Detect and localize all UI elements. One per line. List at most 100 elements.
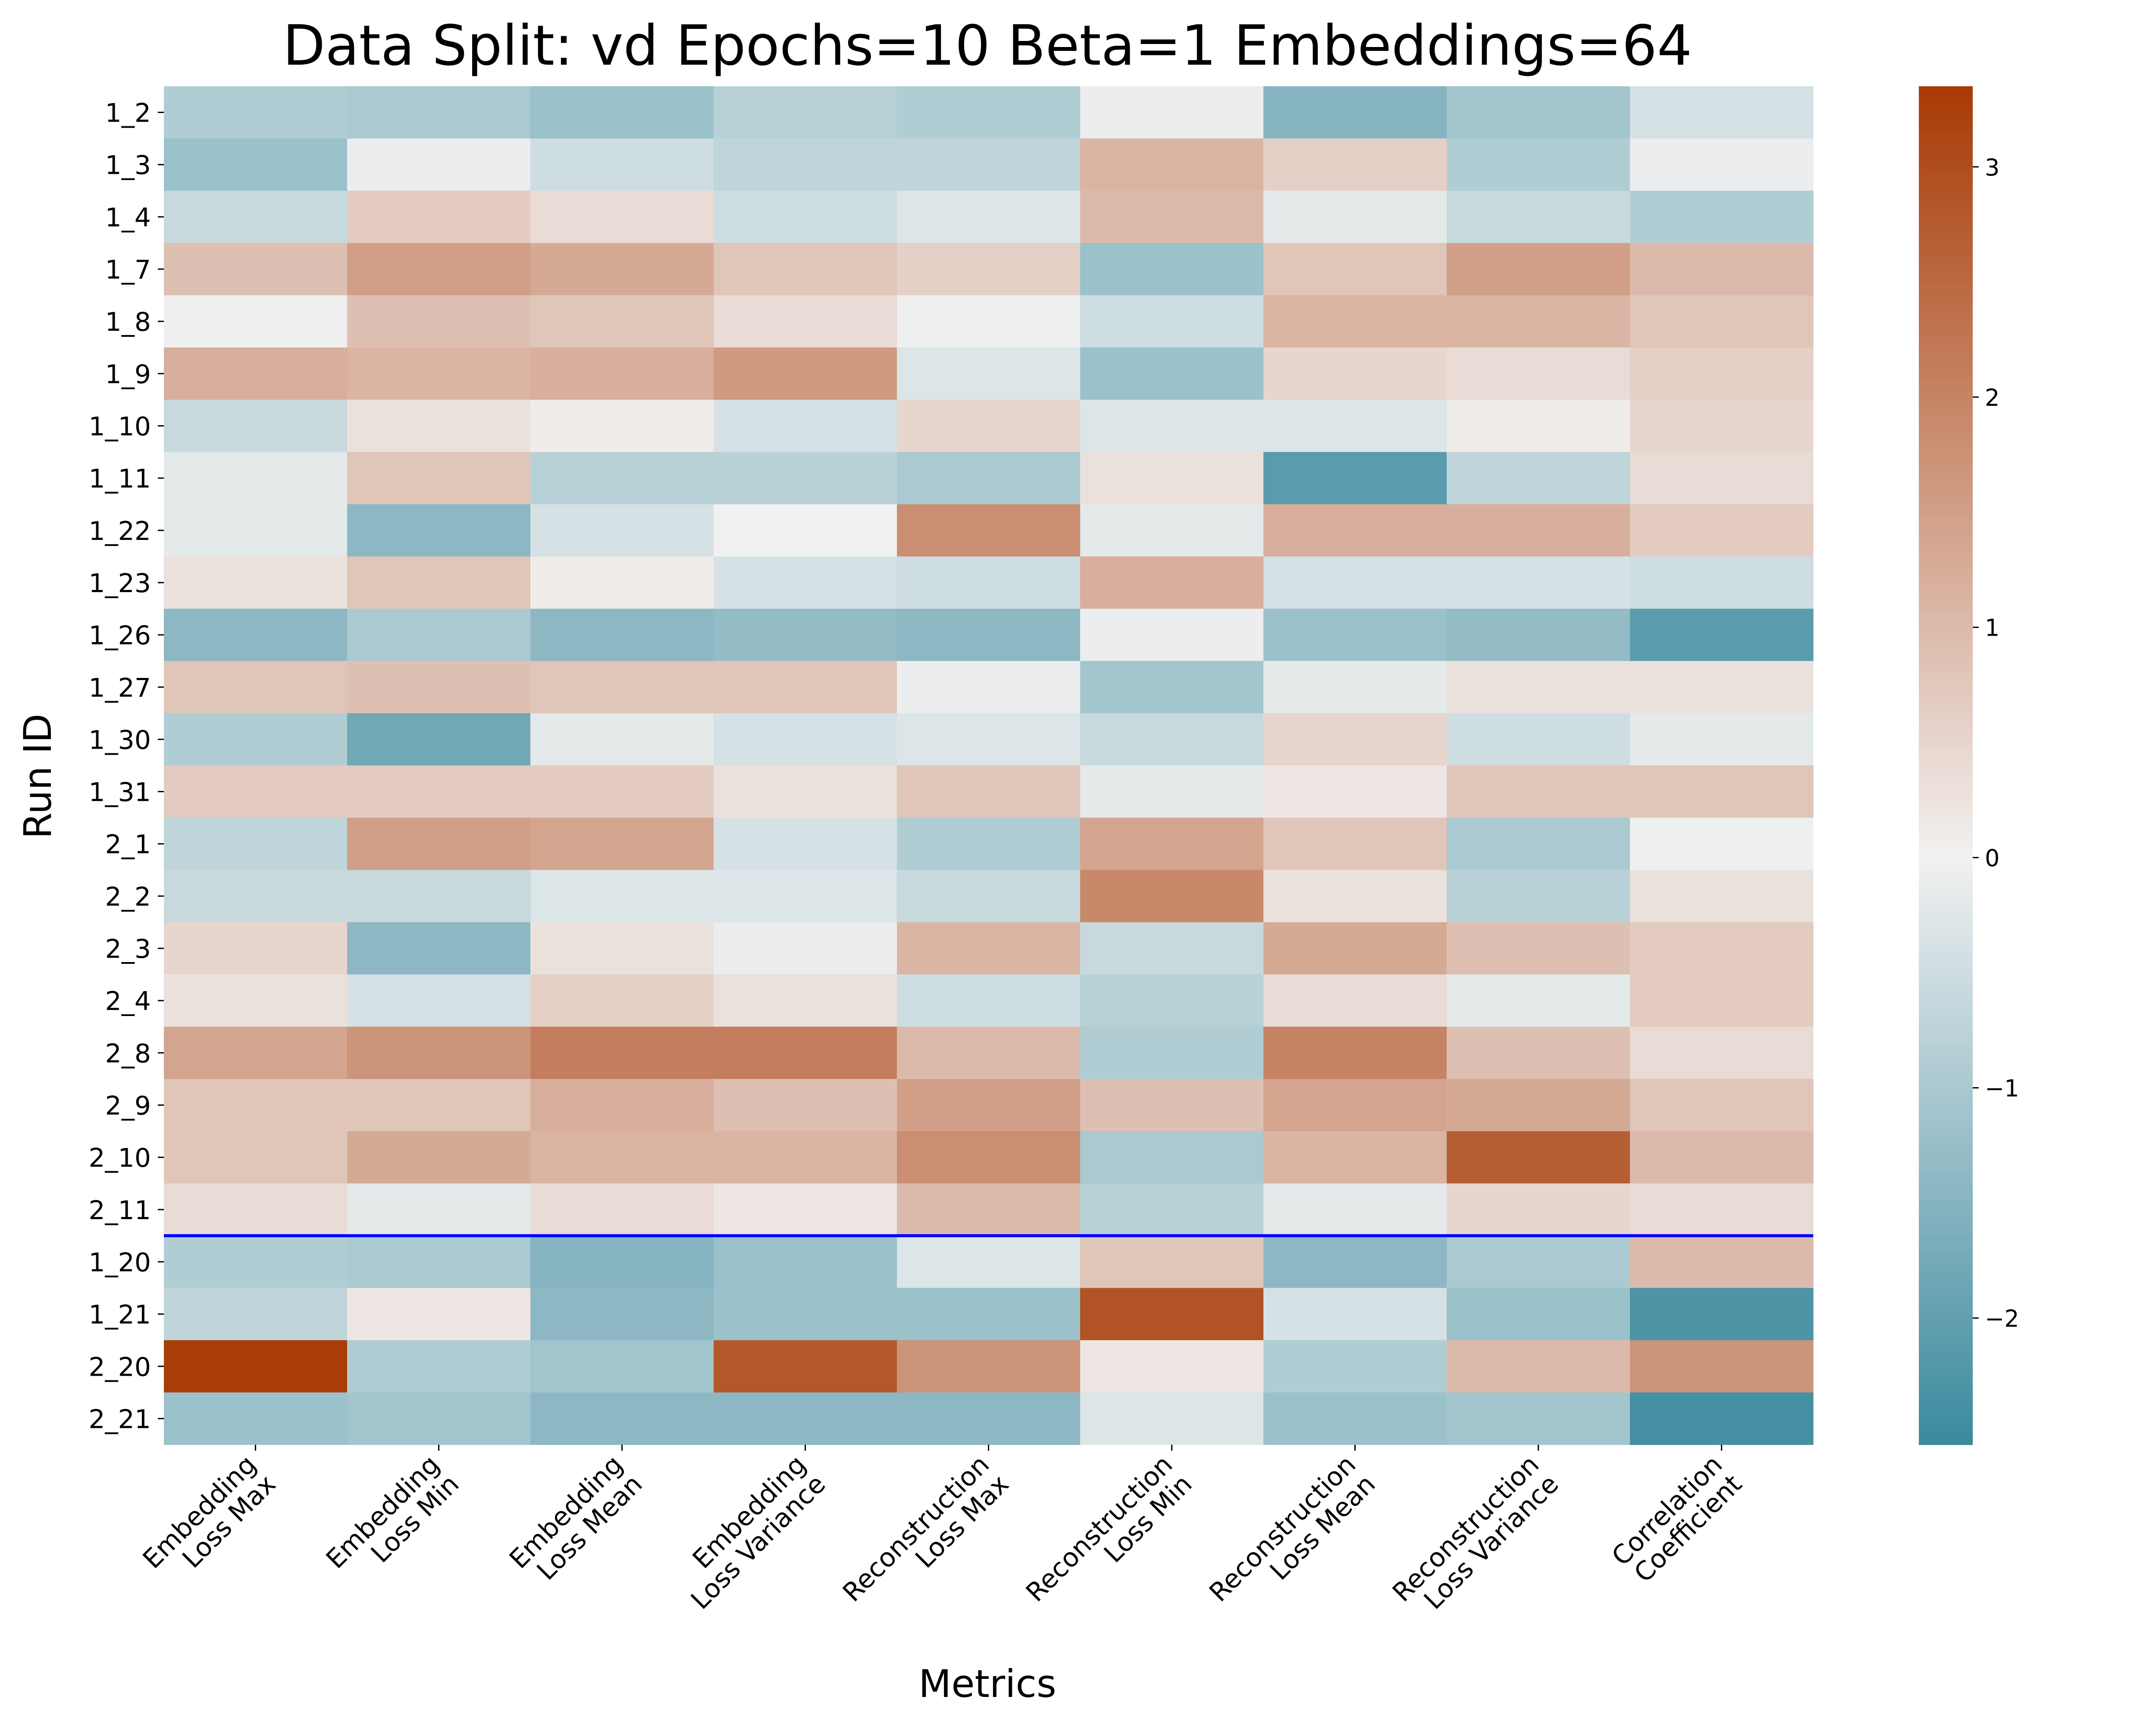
colorbar-gradient-step bbox=[1919, 980, 1973, 987]
heatmap-cell bbox=[1080, 870, 1264, 923]
colorbar-gradient-step bbox=[1919, 380, 1973, 387]
column-labels: EmbeddingLoss Max EmbeddingLoss Min Embedd… bbox=[137, 1445, 1748, 1627]
heatmap-cell bbox=[1080, 608, 1264, 662]
heatmap-cell bbox=[164, 1079, 348, 1132]
colorbar-gradient-step bbox=[1919, 652, 1973, 659]
colorbar-gradient-step bbox=[1919, 154, 1973, 160]
heatmap-cell bbox=[1263, 974, 1447, 1027]
colorbar-gradient-step bbox=[1919, 1190, 1973, 1196]
heatmap-cell bbox=[714, 504, 897, 557]
heatmap-cell bbox=[164, 661, 348, 714]
colorbar-gradient-step bbox=[1919, 97, 1973, 104]
colorbar-gradient-step bbox=[1919, 460, 1973, 466]
heatmap-cell bbox=[164, 191, 348, 244]
colorbar-gradient-step bbox=[1919, 386, 1973, 392]
heatmap-cell bbox=[897, 243, 1081, 296]
heatmap-cell bbox=[1447, 922, 1630, 975]
column-label: EmbeddingLoss Max bbox=[137, 1449, 282, 1594]
colorbar-gradient-step bbox=[1919, 414, 1973, 421]
colorbar-gradient-step bbox=[1919, 675, 1973, 681]
heatmap-cell bbox=[164, 818, 348, 870]
heatmap-cell bbox=[347, 86, 531, 139]
colorbar-gradient-step bbox=[1919, 1427, 1973, 1434]
heatmap-cell bbox=[1263, 608, 1447, 662]
colorbar-gradient-step bbox=[1919, 1076, 1973, 1083]
colorbar-gradient-step bbox=[1919, 1099, 1973, 1106]
colorbar-gradient-step bbox=[1919, 901, 1973, 907]
row-label: 1_2 bbox=[105, 98, 151, 129]
colorbar-gradient-step bbox=[1919, 103, 1973, 110]
colorbar-gradient-step bbox=[1919, 545, 1973, 551]
heatmap-cell bbox=[714, 974, 897, 1027]
colorbar-gradient-step bbox=[1919, 1020, 1973, 1026]
colorbar-gradient-step bbox=[1919, 1014, 1973, 1021]
heatmap-cell bbox=[164, 1236, 348, 1289]
colorbar-gradient-step bbox=[1919, 1088, 1973, 1095]
colorbar-gradient-step bbox=[1919, 1009, 1973, 1015]
heatmap-cell bbox=[1630, 556, 1814, 609]
heatmap-cell bbox=[897, 86, 1081, 139]
heatmap-cell bbox=[1080, 1183, 1264, 1236]
colorbar-gradient-step bbox=[1919, 307, 1973, 313]
heatmap-cell bbox=[530, 1236, 714, 1289]
heatmap-cell bbox=[347, 922, 531, 975]
colorbar-gradient-step bbox=[1919, 630, 1973, 636]
colorbar-gradient-step bbox=[1919, 720, 1973, 726]
heatmap-cell bbox=[714, 1131, 897, 1184]
colorbar-gradient-step bbox=[1919, 856, 1973, 862]
heatmap-cell bbox=[1080, 399, 1264, 452]
heatmap-cell bbox=[530, 1183, 714, 1236]
colorbar-gradient-step bbox=[1919, 426, 1973, 432]
colorbar-gradient-step bbox=[1919, 895, 1973, 902]
heatmap-cell bbox=[1263, 138, 1447, 191]
colorbar-gradient-step bbox=[1919, 1043, 1973, 1049]
heatmap-cell bbox=[1080, 191, 1264, 244]
heatmap-cell bbox=[530, 295, 714, 348]
heatmap-cell bbox=[897, 347, 1081, 400]
heatmap-cell bbox=[897, 765, 1081, 818]
colorbar-gradient-step bbox=[1919, 1269, 1973, 1276]
row-label: 2_21 bbox=[88, 1404, 151, 1434]
heatmap-cell bbox=[347, 347, 531, 400]
heatmap-cell bbox=[1080, 452, 1264, 505]
colorbar-gradient-step bbox=[1919, 1399, 1973, 1405]
heatmap-cell bbox=[530, 922, 714, 975]
heatmap-cell bbox=[347, 1236, 531, 1289]
colorbar-gradient-step bbox=[1919, 1235, 1973, 1242]
colorbar-gradient-step bbox=[1919, 601, 1973, 608]
heatmap-cell bbox=[1447, 452, 1630, 505]
heatmap-cell bbox=[1447, 399, 1630, 452]
heatmap-cell bbox=[1080, 1288, 1264, 1341]
heatmap-cell bbox=[530, 1026, 714, 1079]
heatmap-cell bbox=[164, 765, 348, 818]
heatmap-cell bbox=[1447, 1236, 1630, 1289]
colorbar-gradient-step bbox=[1919, 233, 1973, 240]
heatmap-cell bbox=[1080, 1131, 1264, 1184]
colorbar-gradient-step bbox=[1919, 1303, 1973, 1309]
heatmap-cell bbox=[1630, 1026, 1814, 1079]
colorbar-gradient-step bbox=[1919, 941, 1973, 947]
colorbar-gradient-step bbox=[1919, 369, 1973, 376]
column-label: ReconstructionLoss Max bbox=[837, 1449, 1015, 1627]
heatmap-cell bbox=[530, 86, 714, 139]
x-axis-label: Metrics bbox=[918, 1662, 1056, 1706]
heatmap-cell bbox=[897, 295, 1081, 348]
colorbar-gradient-step bbox=[1919, 890, 1973, 896]
colorbar-gradient-step bbox=[1919, 1411, 1973, 1417]
heatmap-cell bbox=[530, 818, 714, 870]
colorbar-gradient-step bbox=[1919, 1252, 1973, 1258]
colorbar-gradient-step bbox=[1919, 1405, 1973, 1411]
colorbar-gradient-step bbox=[1919, 1139, 1973, 1145]
heatmap-cell bbox=[1630, 295, 1814, 348]
colorbar-gradient-step bbox=[1919, 612, 1973, 619]
row-label: 1_21 bbox=[88, 1300, 151, 1330]
colorbar-gradient-step bbox=[1919, 924, 1973, 930]
heatmap-cells bbox=[164, 86, 1814, 1445]
heatmap-cell bbox=[1080, 818, 1264, 870]
heatmap-cell bbox=[1263, 86, 1447, 139]
heatmap-cell bbox=[1630, 661, 1814, 714]
colorbar-gradient-step bbox=[1919, 239, 1973, 245]
heatmap-cell bbox=[1080, 1079, 1264, 1132]
colorbar-gradient-step bbox=[1919, 143, 1973, 149]
